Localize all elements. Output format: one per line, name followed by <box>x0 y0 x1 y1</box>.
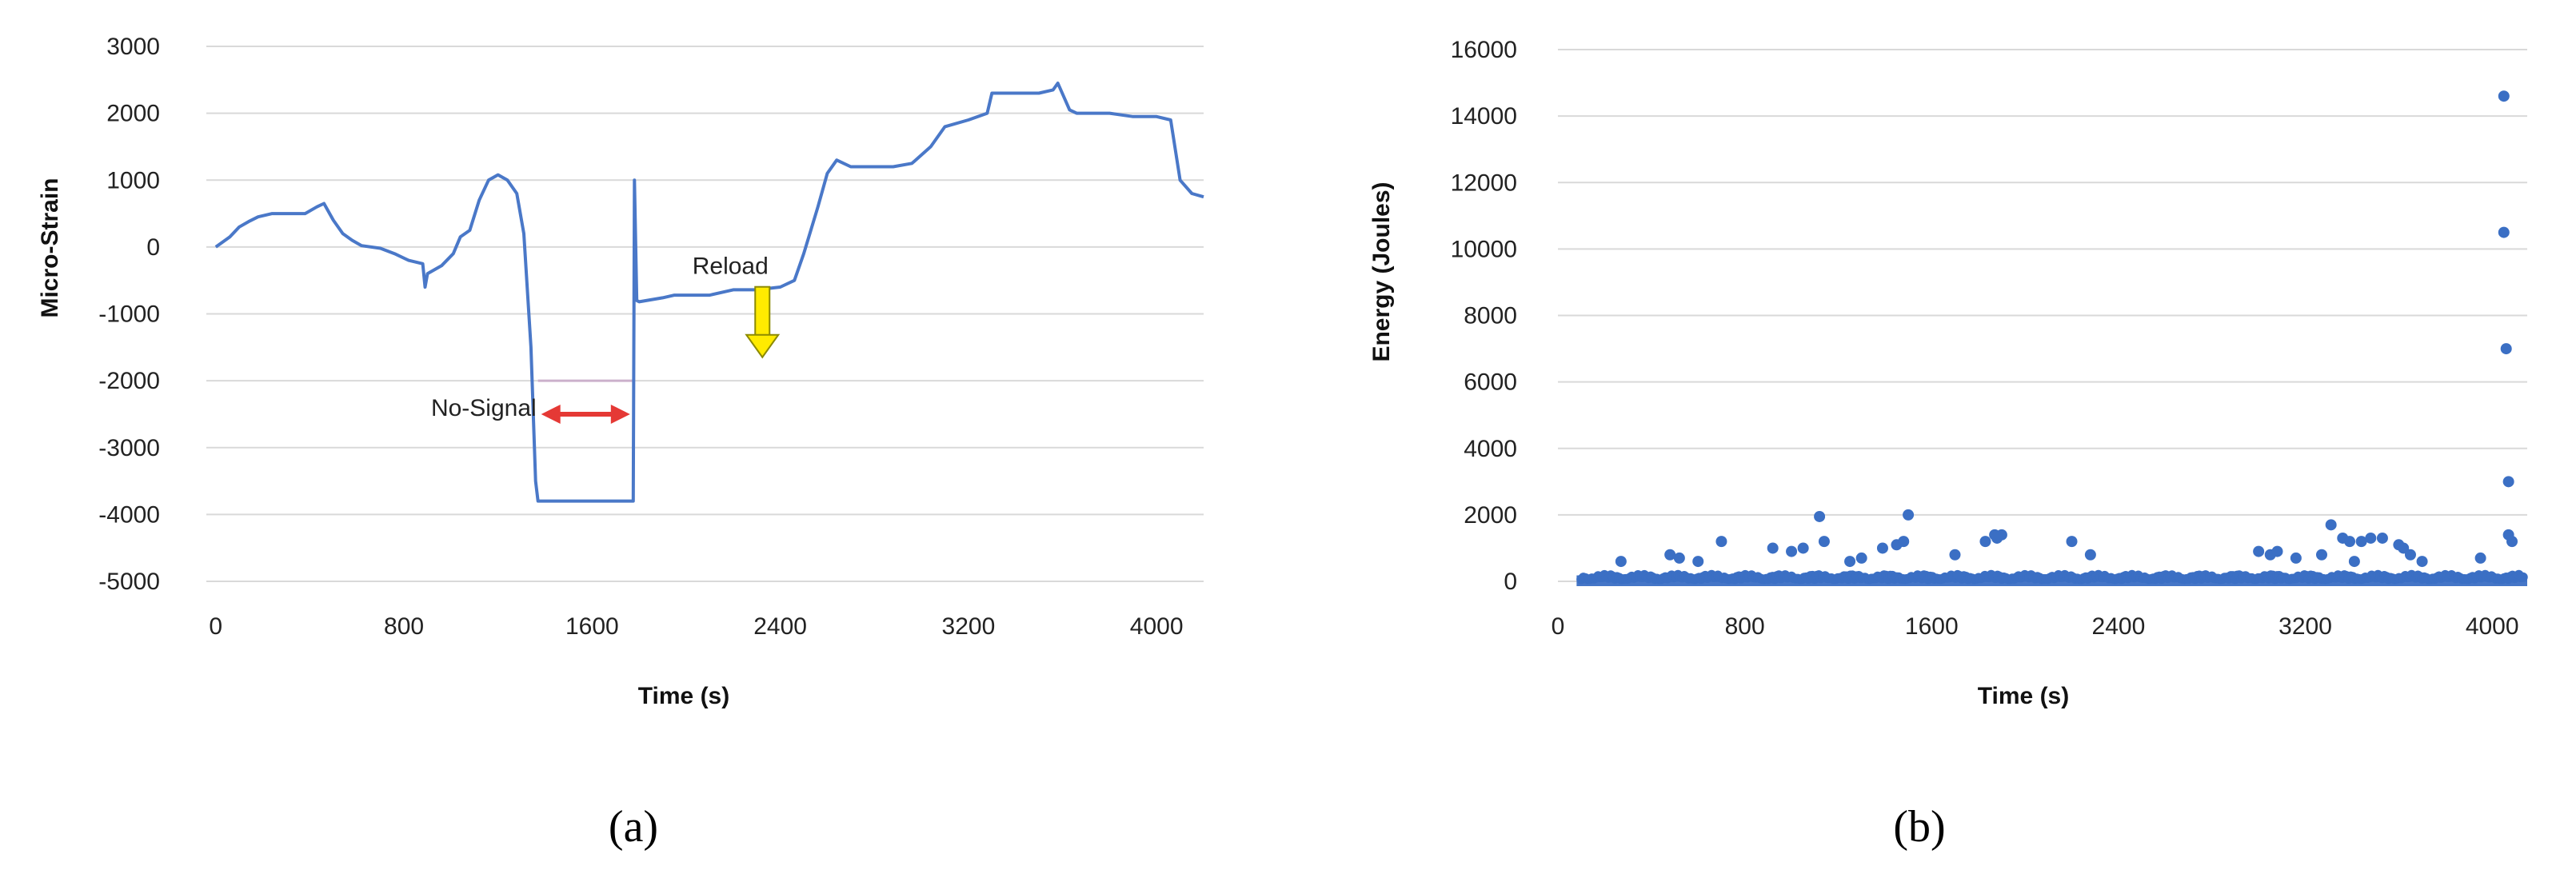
panel-b-y-tick-labels: 16000 14000 12000 10000 8000 6000 4000 2000 0 <box>1451 37 1517 595</box>
energy-point <box>2325 519 2337 531</box>
panel-b-x-tick-labels: 0 800 1600 2400 3200 4000 <box>1552 613 2519 640</box>
no-signal-arrow <box>541 404 630 424</box>
strain-series-line <box>214 82 1204 503</box>
panel-b-x-axis-title: Time (s) <box>1978 683 2069 709</box>
y-tick-label: 6000 <box>1464 369 1517 396</box>
energy-point <box>2315 549 2327 561</box>
y-tick-label: -5000 <box>98 569 160 595</box>
energy-point <box>2290 552 2302 564</box>
no-signal-label: No-Signal <box>431 395 537 421</box>
energy-point <box>1814 510 1826 522</box>
panel-a-strain-chart: 3000 2000 1000 0 -1000 -2000 -3000 -4000 -5000 0… <box>37 34 1204 709</box>
energy-point <box>1767 542 1779 554</box>
energy-point <box>1876 542 1888 554</box>
energy-point <box>1664 549 1676 561</box>
energy-point <box>1715 536 1727 548</box>
energy-point <box>2348 556 2360 568</box>
reload-arrow-shaft <box>754 285 771 337</box>
x-tick-label: 3200 <box>2278 613 2332 640</box>
no-signal-arrowhead-left <box>541 404 561 424</box>
y-tick-label: 16000 <box>1451 37 1517 63</box>
x-tick-label: 1600 <box>1905 613 1959 640</box>
energy-baseline-band <box>1576 569 2528 586</box>
panel-b-y-axis-title: Energy (Joules) <box>1368 182 1395 361</box>
y-tick-label: 0 <box>1504 569 1517 595</box>
x-tick-label: 0 <box>209 613 222 640</box>
x-tick-label: 2400 <box>753 613 807 640</box>
energy-point <box>1903 509 1915 521</box>
energy-point <box>2253 545 2265 557</box>
panel-a-x-tick-labels: 0 800 1600 2400 3200 4000 <box>209 613 1183 640</box>
energy-point <box>2066 536 2078 548</box>
energy-point <box>1797 542 1809 554</box>
x-tick-label: 800 <box>384 613 424 640</box>
caption-a: (a) <box>609 802 658 852</box>
panel-a-y-axis-title: Micro-Strain <box>37 178 63 317</box>
energy-point <box>2498 90 2510 102</box>
x-tick-label: 4000 <box>1130 613 1184 640</box>
x-tick-label: 4000 <box>2466 613 2519 640</box>
energy-point <box>1844 556 1856 568</box>
y-tick-label: 2000 <box>106 101 160 127</box>
energy-point <box>2416 556 2428 568</box>
energy-point <box>2344 536 2356 548</box>
energy-point <box>2365 532 2377 544</box>
energy-point <box>2271 545 2283 557</box>
panel-a-y-tick-labels: 3000 2000 1000 0 -1000 -2000 -3000 -4000 -5000 <box>98 34 160 595</box>
energy-point <box>2398 542 2410 554</box>
x-tick-label: 2400 <box>2092 613 2146 640</box>
panel-a-x-axis-title: Time (s) <box>638 683 729 709</box>
energy-point <box>1898 536 1910 548</box>
x-tick-label: 0 <box>1552 613 1565 640</box>
energy-point <box>1673 552 1685 564</box>
energy-point <box>2084 549 2096 561</box>
y-tick-label: 1000 <box>106 167 160 194</box>
energy-point <box>1692 556 1704 568</box>
y-tick-label: -3000 <box>98 435 160 461</box>
y-tick-label: -4000 <box>98 501 160 528</box>
energy-point <box>2502 529 2514 541</box>
y-tick-label: -2000 <box>98 368 160 394</box>
energy-point <box>2355 536 2367 548</box>
panel-a-gridlines <box>206 46 1204 582</box>
y-tick-label: 2000 <box>1464 502 1517 529</box>
energy-point <box>2376 532 2388 544</box>
y-tick-label: 10000 <box>1451 236 1517 262</box>
energy-point <box>1818 536 1830 548</box>
reload-label: Reload <box>693 253 769 280</box>
energy-point <box>2404 549 2416 561</box>
energy-point <box>2498 226 2510 238</box>
energy-point <box>2474 552 2486 564</box>
energy-point <box>1855 552 1867 564</box>
x-tick-label: 1600 <box>565 613 619 640</box>
energy-point <box>2500 343 2512 355</box>
no-signal-arrowhead-right <box>610 404 630 424</box>
y-tick-label: -1000 <box>98 301 160 328</box>
panel-b-gridlines <box>1558 49 2527 582</box>
energy-scatter-points <box>1615 90 2518 568</box>
x-tick-label: 800 <box>1725 613 1765 640</box>
y-tick-label: 8000 <box>1464 303 1517 329</box>
energy-point <box>1615 556 1627 568</box>
energy-point <box>2502 476 2514 488</box>
energy-low-point <box>2518 572 2528 582</box>
reload-arrowhead <box>745 333 781 359</box>
y-tick-label: 0 <box>146 234 160 261</box>
panel-b-energy-chart: 16000 14000 12000 10000 8000 6000 4000 2000 0 0 8… <box>1368 37 2528 709</box>
energy-point <box>1786 545 1798 557</box>
energy-point <box>1991 532 2003 544</box>
reload-arrow <box>745 285 781 359</box>
y-tick-label: 4000 <box>1464 436 1517 462</box>
x-tick-label: 3200 <box>942 613 996 640</box>
y-tick-label: 12000 <box>1451 170 1517 196</box>
caption-b: (b) <box>1893 802 1945 852</box>
energy-point <box>1979 536 1991 548</box>
y-tick-label: 3000 <box>106 34 160 60</box>
energy-point <box>1949 549 1961 561</box>
y-tick-label: 14000 <box>1451 103 1517 130</box>
